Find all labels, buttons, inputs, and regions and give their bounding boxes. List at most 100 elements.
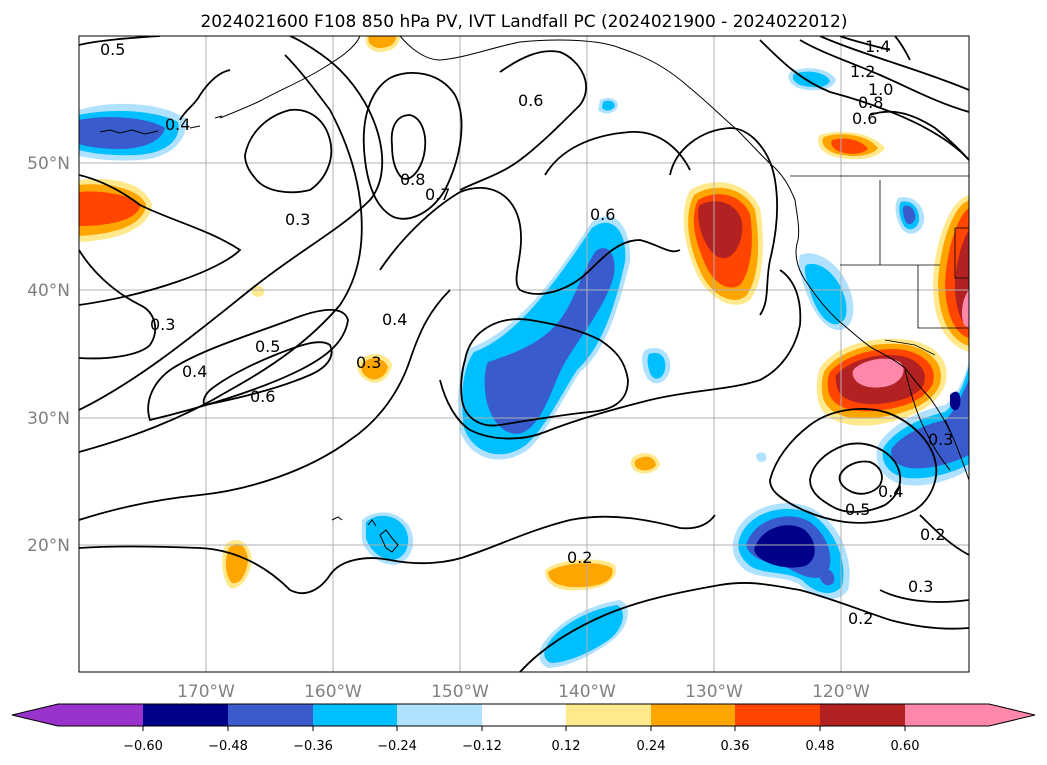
contour-o [519, 582, 969, 672]
contour-label: 0.8 [858, 93, 883, 112]
shade-ne2-sky [792, 71, 830, 88]
colorbar-tick-label: 0.48 [806, 739, 835, 754]
colorbar-tick-label: −0.60 [123, 739, 163, 754]
colorbar-tick-label: −0.24 [377, 739, 417, 754]
colorbar-tick-label: 0.36 [721, 739, 750, 754]
contour-se-b [879, 589, 969, 603]
colorbar-segment [735, 704, 820, 726]
coast-islands [189, 115, 223, 129]
shade-hawaii-sky [366, 515, 409, 560]
contour-h [362, 71, 463, 220]
shade-sw-navy [754, 525, 815, 568]
shade-baja-navy [950, 391, 961, 411]
coastlines [99, 36, 969, 553]
border-state-e [954, 228, 969, 279]
shade-small-a-sky [602, 100, 615, 111]
contour-label: 0.2 [920, 525, 945, 544]
contour-t [669, 127, 778, 316]
lon-label: 120°W [812, 682, 870, 702]
contour-label: 0.3 [356, 353, 381, 372]
border-us-mexico [884, 339, 936, 356]
colorbar-segment [905, 704, 989, 726]
contour-d [202, 341, 333, 406]
contour-label: 1.2 [850, 62, 875, 81]
figure-title: 2024021600 F108 850 hPa PV, IVT Landfall… [200, 12, 847, 32]
map-panel: 0.5 0.4 0.3 0.3 0.8 0.7 0.6 0.6 0.5 0.4 … [79, 36, 969, 672]
contour-b [79, 54, 363, 453]
shade-west-pos-red [79, 191, 140, 226]
shade-socal-pink [852, 358, 904, 388]
contour-label: 1.4 [865, 37, 890, 56]
contour-e [79, 174, 242, 306]
contour-z [894, 36, 911, 61]
colorbar-tick-label: 0.12 [552, 739, 581, 754]
colorbar: −0.60 −0.48 −0.36 −0.24 −0.12 0.12 0.24 … [11, 703, 1036, 754]
contour-p [460, 318, 629, 427]
shade-ne4-royal [902, 205, 916, 225]
colorbar-segment [143, 704, 228, 726]
colorbar-segment [58, 704, 143, 726]
colorbar-segment [397, 704, 482, 726]
contour-m [79, 289, 451, 521]
pv-contours [79, 36, 969, 672]
shade-baja-royal [891, 380, 969, 469]
contour-se-a [919, 514, 969, 556]
colorbar-tick-labels: −0.60 −0.48 −0.36 −0.24 −0.12 0.12 0.24 … [123, 739, 919, 754]
shade-south2-sky [544, 605, 623, 663]
contour-n [79, 514, 716, 595]
lon-label: 150°W [431, 682, 489, 702]
colorbar-tick-label: −0.48 [208, 739, 248, 754]
contour-labels: 0.5 0.4 0.3 0.3 0.8 0.7 0.6 0.6 0.5 0.4 … [100, 37, 953, 628]
shade-south-orange [548, 563, 613, 588]
contour-cutoff-inner [838, 460, 883, 495]
contour-label: 0.4 [382, 310, 407, 329]
contour-label: 0.6 [590, 205, 615, 224]
coast-hawaii [367, 519, 399, 553]
contour-q [439, 269, 802, 440]
contour-label: 0.7 [425, 185, 450, 204]
colorbar-outline [11, 703, 1036, 727]
colorbar-segment [228, 704, 313, 726]
contour-s [544, 131, 691, 176]
contour-v [799, 39, 969, 113]
contour-w [819, 36, 969, 91]
contour-label: 0.6 [250, 387, 275, 406]
contour-label: 0.3 [150, 315, 175, 334]
shade-small-b-sky [647, 352, 666, 379]
contour-label: 0.3 [285, 210, 310, 229]
lat-label: 40°N [27, 281, 70, 301]
shade-ne3-red [831, 138, 868, 154]
lon-labels: 170°W 160°W 150°W 140°W 130°W 120°W [177, 682, 870, 702]
contour-label: 0.4 [165, 115, 190, 134]
lon-label: 130°W [685, 682, 743, 702]
contour-label: 0.4 [182, 362, 207, 381]
map-frame [78, 35, 970, 673]
contour-c [147, 308, 349, 422]
contour-label: 0.3 [908, 577, 933, 596]
shade-small-c-orange [634, 456, 656, 471]
lat-label: 20°N [27, 536, 70, 556]
contour-label: 0.5 [100, 40, 125, 59]
contour-label: 0.2 [567, 548, 592, 567]
contour-label: 0.3 [928, 430, 953, 449]
contour-label: 0.6 [518, 91, 543, 110]
contour-i [390, 114, 427, 180]
shade-sw-royal-b [820, 569, 835, 586]
contour-x [869, 110, 969, 161]
colorbar-tick-label: 0.60 [891, 739, 920, 754]
colorbar-segment [313, 704, 397, 726]
lat-label: 50°N [27, 154, 70, 174]
contour-label: 0.5 [255, 337, 280, 356]
borders [790, 175, 969, 356]
contour-l [379, 187, 681, 295]
colorbar-tick-label: −0.36 [293, 739, 333, 754]
border-state-c [917, 265, 969, 329]
colorbar-segment [482, 704, 566, 726]
coast-hawaii-west [331, 516, 343, 521]
shade-central-royal [484, 248, 615, 434]
colorbar-ticks [142, 726, 906, 731]
contour-y [839, 36, 891, 51]
colorbar-segment [651, 704, 735, 726]
colorbar-tick-label: 0.24 [637, 739, 666, 754]
shade-east-pink [961, 290, 969, 328]
